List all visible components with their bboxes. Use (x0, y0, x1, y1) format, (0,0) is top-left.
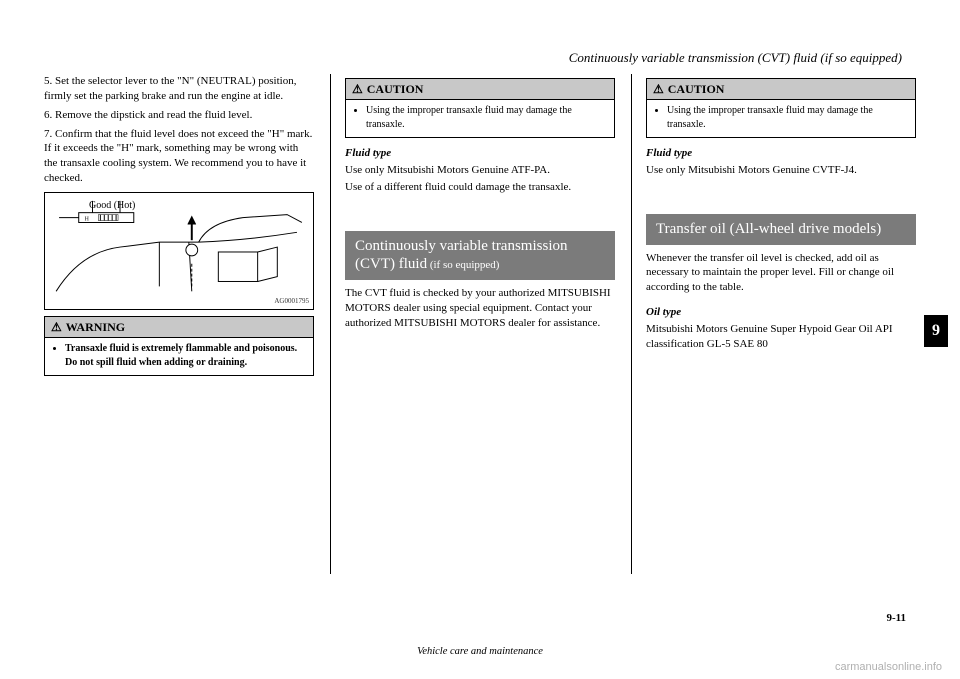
caution-header-col2: CAUTION (346, 79, 614, 100)
oil-type-heading: Oil type (646, 305, 916, 320)
caution-body-col3: Using the improper transaxle fluid may d… (647, 100, 915, 137)
page-header: Continuously variable transmission (CVT)… (38, 50, 922, 66)
diagram-svg: H (45, 193, 313, 309)
col1-step6: 6. Remove the dipstick and read the flui… (44, 108, 314, 123)
footer: Vehicle care and maintenance (0, 646, 960, 657)
col1-step5: 5. Set the selector lever to the "N" (NE… (44, 74, 314, 104)
warning-item: Transaxle fluid is extremely flammable a… (65, 342, 305, 369)
diagram-label: Good (Hot) (89, 199, 135, 213)
warning-box: WARNING Transaxle fluid is extremely fla… (44, 316, 314, 376)
section-title-transfer: Transfer oil (All-wheel drive models) (646, 214, 916, 245)
warning-header: WARNING (45, 317, 313, 338)
column-1: 5. Set the selector lever to the "N" (NE… (38, 74, 320, 574)
fluid-body1-col2: Use only Mitsubishi Motors Genuine ATF-P… (345, 163, 615, 178)
fluid-type-heading-col2: Fluid type (345, 146, 615, 161)
caution-box-col3: CAUTION Using the improper transaxle flu… (646, 78, 916, 138)
section-title-cvt-sub: (if so equipped) (427, 259, 499, 271)
cvt-para: The CVT fluid is checked by your authori… (345, 286, 615, 331)
watermark: carmanualsonline.info (835, 661, 942, 673)
column-2: CAUTION Using the improper transaxle flu… (330, 74, 621, 574)
caution-item-col2: Using the improper transaxle fluid may d… (366, 104, 606, 131)
fluid-body-col3: Use only Mitsubishi Motors Genuine CVTF-… (646, 163, 916, 178)
column-3: CAUTION Using the improper transaxle flu… (631, 74, 922, 574)
caution-body-col2: Using the improper transaxle fluid may d… (346, 100, 614, 137)
diagram-id: AG0001795 (274, 297, 309, 306)
oil-type-body: Mitsubishi Motors Genuine Super Hypoid G… (646, 322, 916, 352)
caution-item-col3: Using the improper transaxle fluid may d… (667, 104, 907, 131)
col1-step7: 7. Confirm that the fluid level does not… (44, 127, 314, 186)
page-number-text: 9-11 (886, 612, 906, 624)
fluid-type-heading-col3: Fluid type (646, 146, 916, 161)
dipstick-diagram: H Good (Hot) AG0001795 (44, 192, 314, 310)
transfer-para: Whenever the transfer oil level is check… (646, 251, 916, 296)
caution-box-col2: CAUTION Using the improper transaxle flu… (345, 78, 615, 138)
caution-header-col3: CAUTION (647, 79, 915, 100)
page-number: 9-11 (886, 612, 906, 624)
content-columns: 5. Set the selector lever to the "N" (NE… (38, 74, 922, 574)
section-title-cvt: Continuously variable transmission (CVT)… (345, 231, 615, 281)
page-tab: 9 (924, 315, 948, 347)
page: Continuously variable transmission (CVT)… (0, 0, 960, 679)
fluid-body2-col2: Use of a different fluid could damage th… (345, 180, 615, 195)
svg-text:H: H (85, 216, 90, 222)
footer-section: Vehicle care and maintenance (417, 646, 543, 657)
warning-body: Transaxle fluid is extremely flammable a… (45, 338, 313, 375)
